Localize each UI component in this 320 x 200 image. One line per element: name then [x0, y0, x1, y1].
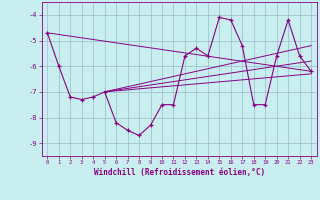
X-axis label: Windchill (Refroidissement éolien,°C): Windchill (Refroidissement éolien,°C) [94, 168, 265, 177]
